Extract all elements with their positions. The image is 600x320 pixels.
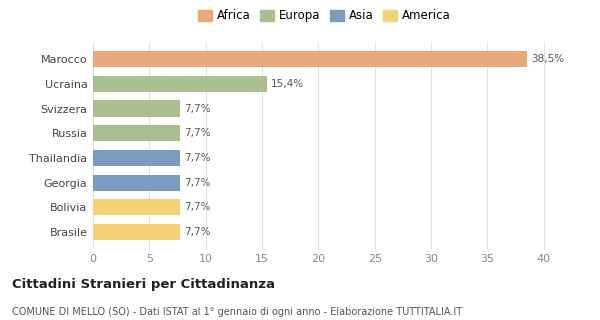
Text: 7,7%: 7,7%: [184, 153, 211, 163]
Legend: Africa, Europa, Asia, America: Africa, Europa, Asia, America: [194, 6, 454, 26]
Bar: [93, 51, 527, 67]
Bar: [93, 224, 180, 240]
Bar: [93, 150, 180, 166]
Text: 38,5%: 38,5%: [532, 54, 565, 64]
Text: Cittadini Stranieri per Cittadinanza: Cittadini Stranieri per Cittadinanza: [12, 278, 275, 292]
Text: 15,4%: 15,4%: [271, 79, 304, 89]
Bar: [93, 125, 180, 141]
Text: 7,7%: 7,7%: [184, 202, 211, 212]
Bar: [93, 100, 180, 116]
Text: 7,7%: 7,7%: [184, 128, 211, 138]
Bar: [93, 199, 180, 215]
Bar: [93, 76, 266, 92]
Text: 7,7%: 7,7%: [184, 104, 211, 114]
Text: COMUNE DI MELLO (SO) - Dati ISTAT al 1° gennaio di ogni anno - Elaborazione TUTT: COMUNE DI MELLO (SO) - Dati ISTAT al 1° …: [12, 307, 462, 317]
Bar: [93, 175, 180, 191]
Text: 7,7%: 7,7%: [184, 178, 211, 188]
Text: 7,7%: 7,7%: [184, 227, 211, 237]
